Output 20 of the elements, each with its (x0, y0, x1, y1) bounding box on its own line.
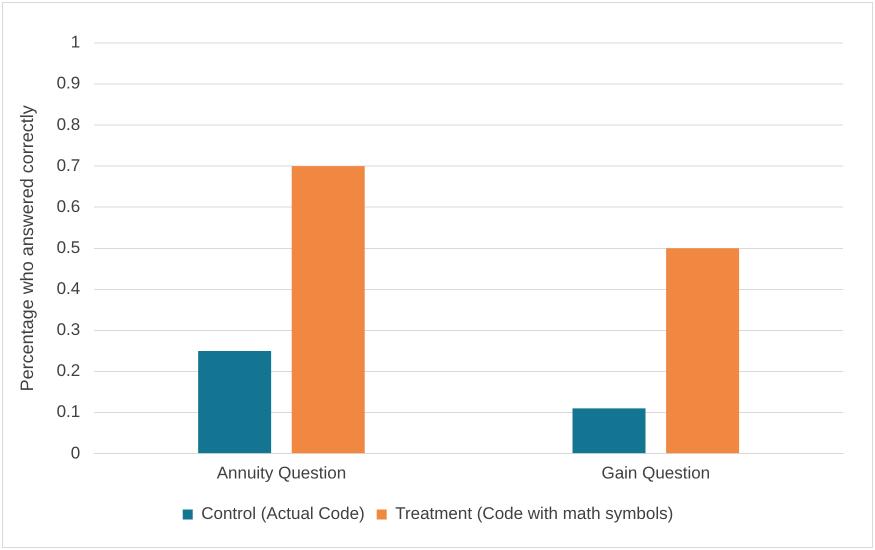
legend-label: Control (Actual Code) (201, 504, 365, 524)
bar (572, 408, 646, 454)
y-tick-label: 0.4 (56, 279, 80, 298)
y-tick-label: 0.9 (56, 74, 80, 93)
y-tick-label: 0.3 (56, 320, 80, 340)
bar (666, 248, 740, 454)
y-tick-label: 0.2 (56, 361, 80, 380)
bar (198, 350, 272, 454)
legend-label: Treatment (Code with math symbols) (395, 504, 674, 524)
y-tick-label: 0.6 (56, 196, 80, 216)
y-tick-label: 1 (70, 32, 80, 52)
x-tick-label: Annuity Question (216, 463, 346, 482)
x-tick-label: Gain Question (601, 463, 710, 482)
y-tick-label: 0.8 (56, 114, 80, 134)
y-axis-title: Percentage who answered correctly (16, 105, 37, 392)
bar (292, 166, 365, 454)
y-tick-label: 0 (70, 443, 80, 462)
y-tick-label: 0.7 (56, 156, 80, 175)
y-tick-label: 0.1 (56, 402, 80, 422)
y-tick-label: 0.5 (56, 238, 80, 257)
